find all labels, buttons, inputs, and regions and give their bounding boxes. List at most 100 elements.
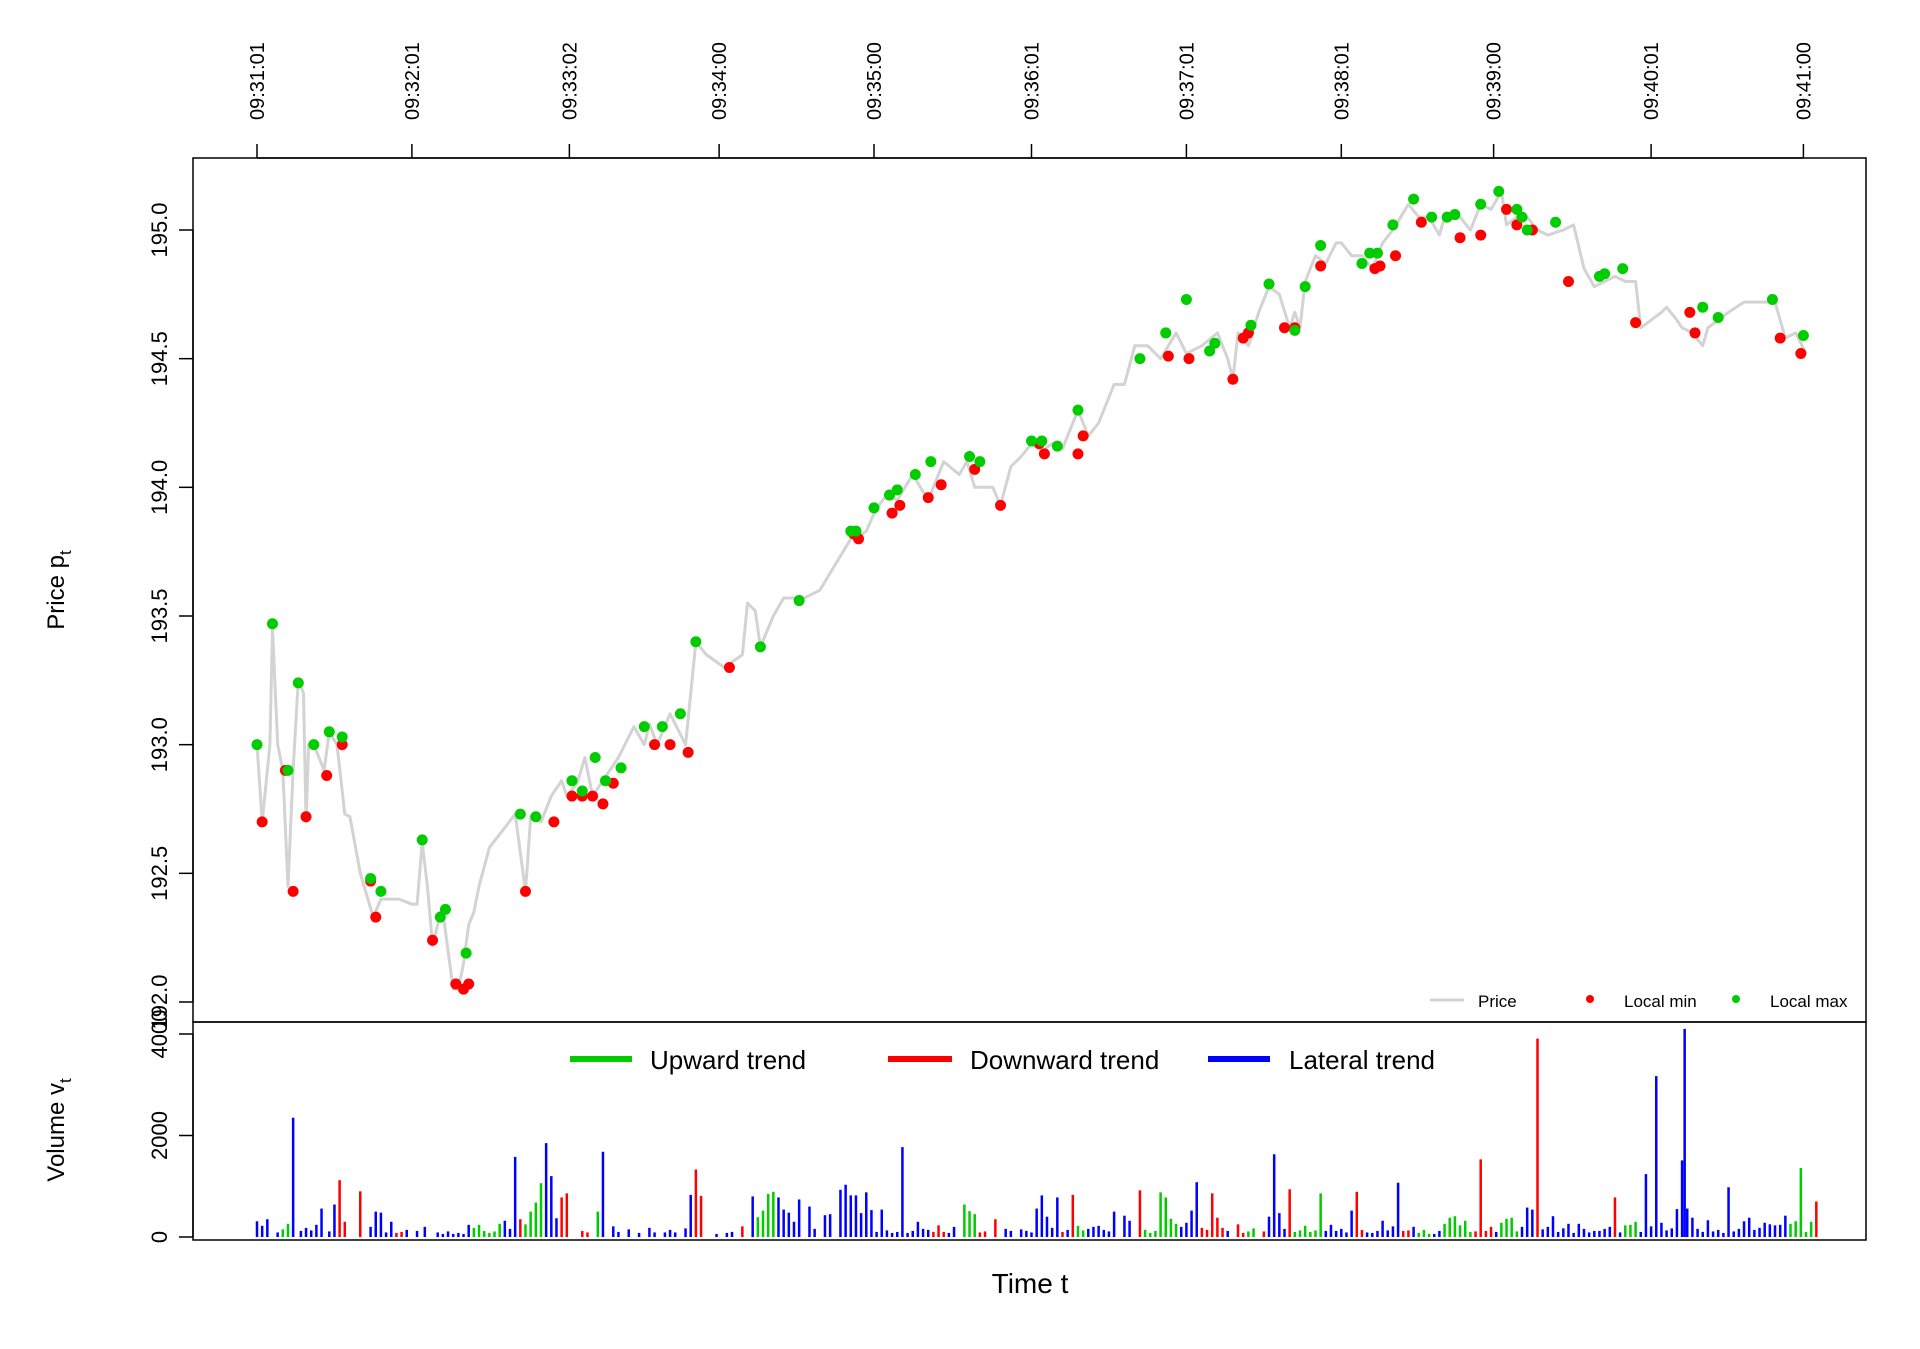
local-max-point <box>754 641 766 653</box>
local-min-point <box>1315 260 1327 272</box>
legend-local-min-label: Local min <box>1624 992 1697 1011</box>
local-max-point <box>1426 211 1438 223</box>
local-max-point <box>1617 263 1629 275</box>
local-max-point <box>576 785 588 797</box>
local-max-point <box>1072 404 1084 416</box>
local-max-point <box>656 721 668 733</box>
local-min-point <box>894 499 906 511</box>
local-min-point <box>1475 229 1487 241</box>
price-legend: Price Local min Local max <box>1430 992 1848 1011</box>
local-max-point <box>1364 247 1376 259</box>
price-series <box>255 189 1808 991</box>
local-min-point <box>1562 275 1574 287</box>
local-max-point <box>566 775 578 787</box>
local-max-point <box>925 456 937 468</box>
local-max-point <box>530 811 542 823</box>
x-tick-label: 09:31:01 <box>247 42 269 120</box>
local-min-point <box>597 798 609 810</box>
x-axis-top: 09:31:01 09:32:01 09:33:02 09:34:00 09:35:00… <box>247 42 1815 159</box>
local-max-point <box>308 739 320 751</box>
y-tick-label-price: 194.0 <box>147 460 172 515</box>
local-max-point <box>439 903 451 915</box>
local-min-point <box>1227 373 1239 385</box>
volume-legend: Upward trend Downward trend Lateral tren… <box>570 1045 1435 1075</box>
local-min-point <box>1183 353 1195 365</box>
y-tick-label-price: 192.0 <box>147 974 172 1029</box>
local-max-point <box>589 752 601 764</box>
local-max-point <box>375 885 387 897</box>
local-max-point <box>1449 209 1461 221</box>
local-max-point <box>251 739 263 751</box>
local-max-point <box>1209 337 1221 349</box>
local-max-point <box>1516 211 1528 223</box>
legend-local-min-marker <box>1586 995 1594 1003</box>
local-max-point <box>336 731 348 743</box>
legend-down-label: Downward trend <box>970 1045 1159 1075</box>
local-min-point <box>1511 219 1523 231</box>
y-tick-label-price: 192.5 <box>147 846 172 901</box>
local-min-point <box>1162 350 1174 362</box>
y-tick-label-volume: 0 <box>147 1231 172 1243</box>
local-max-point <box>1315 239 1327 251</box>
local-min-point <box>1038 448 1050 460</box>
local-min-point <box>922 492 934 504</box>
legend-up-label: Upward trend <box>650 1045 806 1075</box>
local-min-point <box>1077 430 1089 442</box>
local-min-point <box>548 816 560 828</box>
legend-price-label: Price <box>1478 992 1517 1011</box>
local-max-point <box>1766 293 1778 305</box>
x-tick-label: 09:33:02 <box>559 42 581 120</box>
x-tick-label: 09:32:01 <box>402 42 424 120</box>
local-min-point <box>300 811 312 823</box>
local-min-point <box>1689 327 1701 339</box>
y-tick-label-volume: 2000 <box>147 1111 172 1160</box>
local-max-point <box>1697 301 1709 313</box>
x-tick-label: 09:37:01 <box>1176 42 1198 120</box>
x-tick-label: 09:35:00 <box>864 42 886 120</box>
y-axis-price: 192.0 192.5 193.0 193.5 194.0 194.5 195.0 <box>147 202 194 1030</box>
local-min-point <box>1415 216 1427 228</box>
local-min-point <box>1501 203 1513 215</box>
local-max-point <box>365 872 377 884</box>
local-max-point <box>1180 293 1192 305</box>
x-axis-label: Time t <box>992 1268 1069 1299</box>
volume-bars <box>255 1028 1818 1237</box>
local-max-point <box>460 947 472 959</box>
local-max-point <box>615 762 627 774</box>
legend-local-max-label: Local max <box>1770 992 1848 1011</box>
local-max-point <box>868 502 880 514</box>
x-tick-label: 09:34:00 <box>709 42 731 120</box>
local-min-point <box>1630 317 1642 329</box>
local-min-point <box>256 816 268 828</box>
local-min-point <box>587 790 599 802</box>
price-line <box>255 189 1808 991</box>
local-max-point <box>1712 311 1724 323</box>
y-axis-volume: 0 2000 4000 <box>147 1010 194 1243</box>
y-tick-label-price: 193.5 <box>147 588 172 643</box>
local-max-point <box>974 456 986 468</box>
local-max-point <box>1134 353 1146 365</box>
local-min-point <box>321 770 333 782</box>
x-tick-label: 09:39:00 <box>1484 42 1506 120</box>
local-min-point <box>463 978 475 990</box>
local-min-point <box>287 885 299 897</box>
local-min-point <box>1774 332 1786 344</box>
local-max-point <box>416 834 428 846</box>
volume-ylabel-main: Volume v <box>43 1083 70 1182</box>
local-max-point <box>1521 224 1533 236</box>
x-tick-label: 09:38:01 <box>1331 42 1353 120</box>
volume-ylabel: Volume vt <box>43 1078 75 1182</box>
y-tick-label-price: 195.0 <box>147 202 172 257</box>
local-max-point <box>1263 278 1275 290</box>
local-min-point <box>935 479 947 491</box>
local-max-point <box>884 489 896 501</box>
local-min-point <box>649 739 661 751</box>
local-max-series <box>251 185 1809 959</box>
local-max-point <box>638 721 650 733</box>
local-max-point <box>1036 435 1048 447</box>
local-max-point <box>1371 247 1383 259</box>
local-max-point <box>1408 193 1420 205</box>
local-max-point <box>1511 203 1523 215</box>
y-tick-label-price: 194.5 <box>147 331 172 386</box>
local-min-point <box>1072 448 1084 460</box>
